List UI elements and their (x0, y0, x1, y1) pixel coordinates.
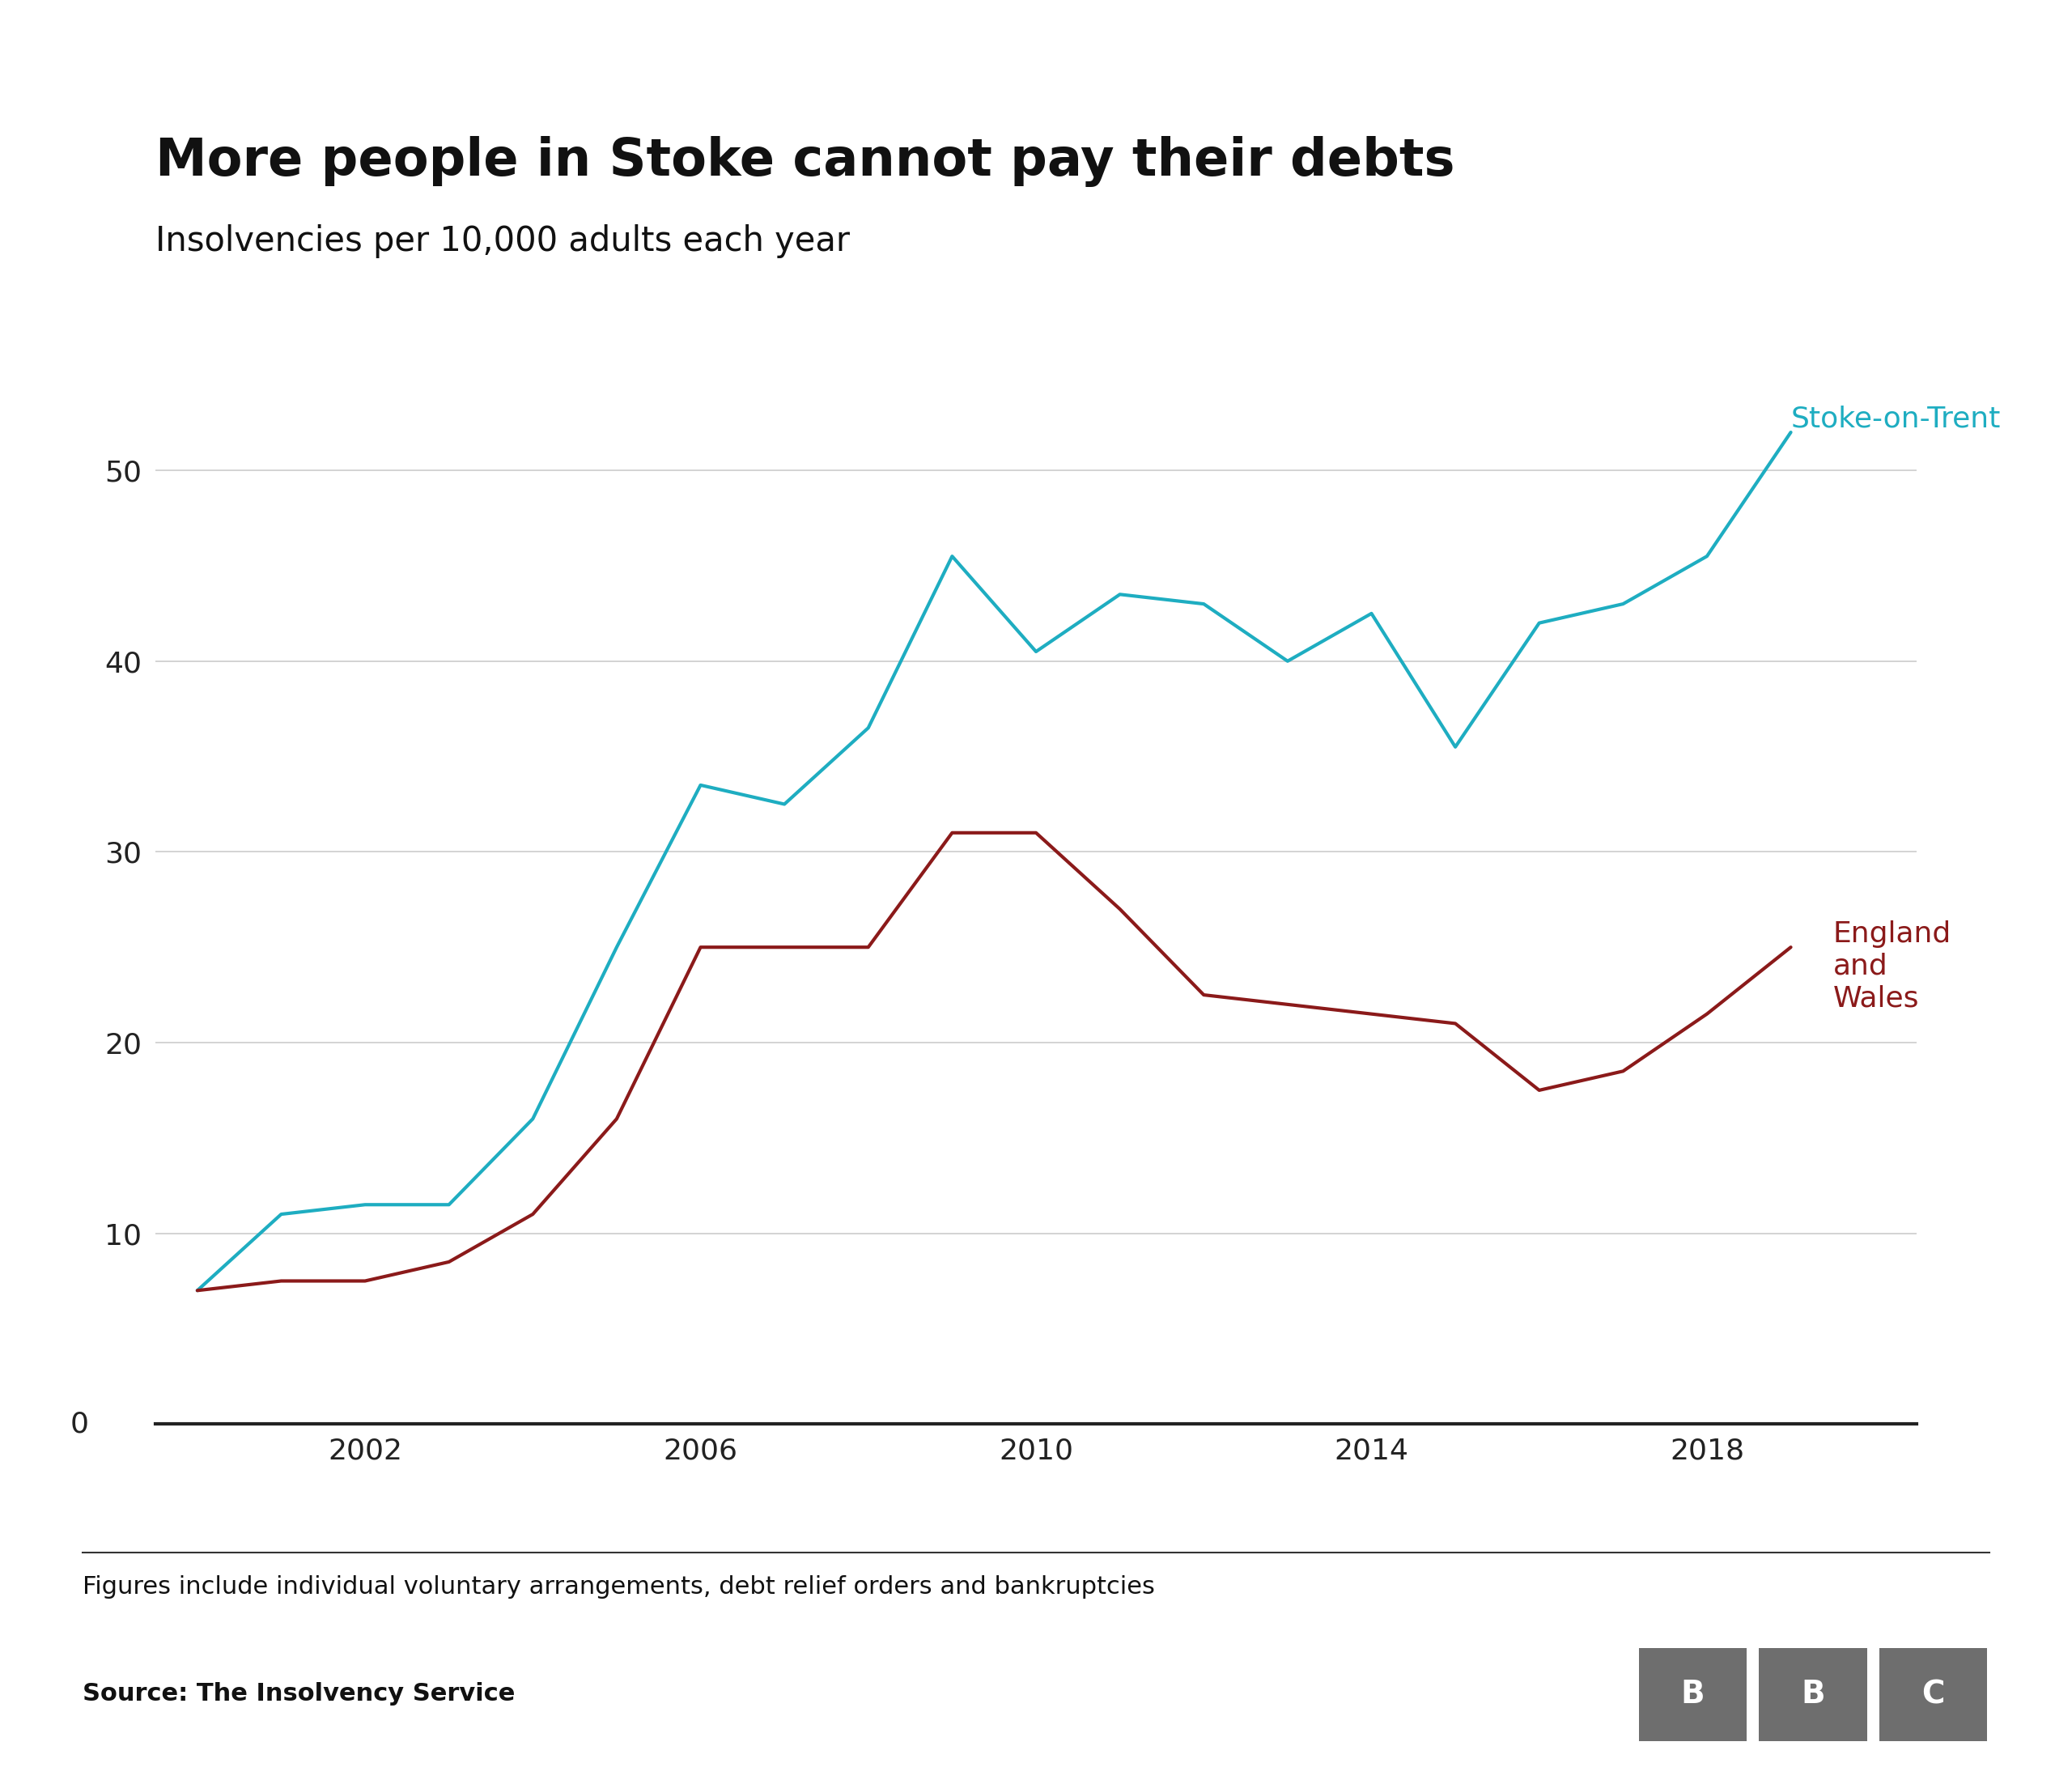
Text: Insolvencies per 10,000 adults each year: Insolvencies per 10,000 adults each year (155, 224, 850, 258)
Text: 0: 0 (70, 1410, 89, 1438)
Text: Stoke-on-Trent: Stoke-on-Trent (1790, 404, 2002, 433)
Text: C: C (1921, 1679, 1946, 1711)
Text: B: B (1680, 1679, 1705, 1711)
Text: More people in Stoke cannot pay their debts: More people in Stoke cannot pay their de… (155, 135, 1455, 187)
Text: England
and
Wales: England and Wales (1834, 920, 1952, 1013)
Text: Figures include individual voluntary arrangements, debt relief orders and bankru: Figures include individual voluntary arr… (83, 1575, 1156, 1598)
Text: Source: The Insolvency Service: Source: The Insolvency Service (83, 1682, 516, 1705)
Text: B: B (1801, 1679, 1825, 1711)
